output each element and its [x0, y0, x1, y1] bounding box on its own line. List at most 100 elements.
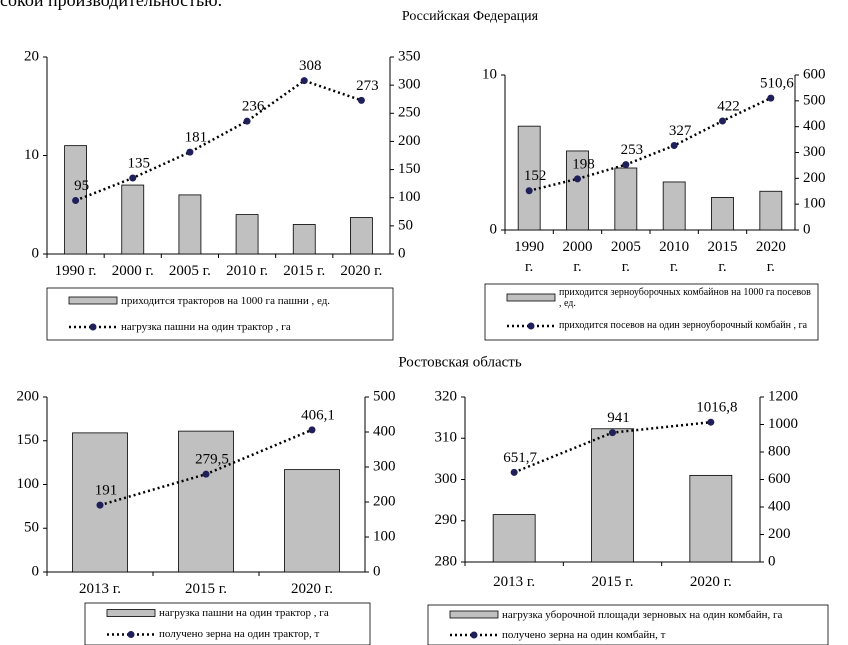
x-tick-label-box: 2010 г. [226, 263, 269, 279]
x-tick-label: 2015 г. [283, 263, 326, 279]
x-tick-label-box: 2013 г. [493, 574, 535, 590]
legend-label: нагрузка пашни на один трактор , га [159, 607, 329, 620]
x-tick-label: 2010 г. [226, 263, 269, 279]
legend-label: нагрузка уборочной площади зерновых на о… [502, 608, 783, 621]
data-label: 253 [621, 142, 644, 158]
legend-label-box: получено зерна на один трактор, т [159, 628, 320, 641]
data-label: 510,6 [760, 76, 794, 92]
bar [235, 214, 259, 255]
data-label: 279,5 [195, 452, 229, 468]
legend-label: приходится тракторов на 1000 га пашни , … [121, 294, 331, 307]
y2-tick-label: 150 [398, 161, 421, 177]
line-marker [96, 501, 104, 509]
x-tick-label-box: 1990 г. [514, 239, 545, 275]
x-tick-label: 2000 г. [111, 263, 154, 279]
bar [292, 224, 316, 255]
data-label: 273 [356, 78, 379, 94]
legend-marker [127, 631, 135, 638]
legend-frame [427, 604, 829, 645]
x-tick-label: 2020 г. [291, 581, 333, 597]
legend-label: получено зерна на один трактор, т [159, 628, 320, 641]
bar [121, 184, 145, 255]
y-tick-label: 290 [435, 512, 458, 528]
data-label: 198 [572, 156, 595, 172]
y-tick-label: 0 [490, 221, 498, 237]
y-tick-label: 200 [17, 388, 40, 404]
y2-tick-label: 1200 [768, 388, 798, 404]
data-label: 651,7 [503, 450, 537, 466]
bar [591, 428, 634, 563]
y2-tick-label: 1000 [768, 416, 798, 432]
bar [178, 194, 202, 255]
y2-tick-label: 500 [803, 92, 826, 108]
y-tick-label: 320 [435, 388, 458, 404]
x-tick-label: 2013 г. [79, 581, 121, 597]
line-marker [707, 418, 715, 426]
y-tick-label: 10 [24, 147, 39, 163]
x-tick-label-box: 2015 г. [707, 239, 738, 275]
x-tick-label: 2000 г. [562, 239, 593, 275]
y2-tick-label: 350 [398, 48, 421, 64]
data-label: 95 [74, 178, 89, 194]
legend-swatch [106, 609, 156, 617]
x-tick-label: 1990 г. [514, 239, 545, 275]
x-tick-label: 2020 г. [755, 239, 786, 275]
line-marker [129, 174, 137, 182]
bar [689, 474, 733, 563]
line-marker [72, 197, 80, 205]
y-tick-label: 0 [32, 563, 40, 579]
data-label: 191 [95, 483, 118, 499]
line [75, 79, 362, 202]
data-label: 152 [524, 168, 547, 184]
x-tick-label-box: 2020 г. [340, 263, 383, 279]
x-tick-label: 2015 г. [707, 239, 738, 275]
y2-tick-label: 0 [398, 245, 406, 261]
y-tick-label: 310 [435, 430, 458, 446]
y-tick-label: 280 [435, 553, 458, 569]
x-tick-label-box: 2000 г. [111, 263, 154, 279]
y2-tick-label: 50 [398, 217, 413, 233]
data-label: 236 [242, 99, 265, 115]
line-marker [300, 77, 308, 85]
y-tick-label: 20 [24, 48, 39, 64]
line-marker [609, 429, 616, 437]
x-tick-label: 2010 г. [659, 239, 690, 275]
legend-label-box: приходится тракторов на 1000 га пашни , … [121, 294, 331, 307]
x-tick-label: 2020 г. [340, 263, 383, 279]
y-tick-label: 100 [17, 476, 40, 492]
y-tick-label: 10 [482, 66, 497, 82]
y2-tick-label: 400 [768, 498, 791, 514]
y2-tick-label: 800 [768, 443, 791, 459]
legend-label: приходится посевов на один зерноуборочны… [559, 320, 808, 332]
x-tick-label-box: 2010 г. [659, 239, 690, 275]
legend-swatch [68, 296, 118, 305]
y2-tick-label: 100 [373, 528, 396, 544]
bar [759, 190, 783, 231]
line-marker [719, 117, 726, 125]
y2-tick-label: 400 [373, 423, 396, 439]
y-tick-label: 150 [17, 432, 40, 448]
line-marker [574, 175, 581, 183]
legend-label-box: приходится посевов на один зерноуборочны… [559, 320, 808, 332]
x-tick-label-box: 2005 г. [168, 263, 211, 279]
y2-tick-label: 500 [373, 388, 396, 404]
x-tick-label-box: 2015 г. [592, 574, 634, 590]
y2-tick-label: 200 [373, 493, 396, 509]
y-tick-label: 0 [32, 245, 40, 261]
x-tick-label: 2005 г. [168, 263, 211, 279]
x-tick-label: 2020 г. [689, 574, 732, 590]
x-tick-label: 2005 г. [610, 239, 641, 275]
bar [614, 167, 638, 231]
data-label: 1016,8 [696, 400, 737, 416]
y-tick-label: 50 [24, 520, 39, 536]
x-tick-label-box: 2015 г. [283, 263, 326, 279]
y2-tick-label: 300 [398, 77, 421, 93]
y2-tick-label: 250 [398, 105, 421, 121]
legend-label-box: приходится зерноуборочных комбайнов на 1… [559, 287, 811, 310]
bar [492, 514, 536, 563]
y2-tick-label: 0 [373, 563, 381, 579]
line-marker [186, 148, 194, 156]
x-tick-label-box: 2013 г. [79, 581, 121, 597]
